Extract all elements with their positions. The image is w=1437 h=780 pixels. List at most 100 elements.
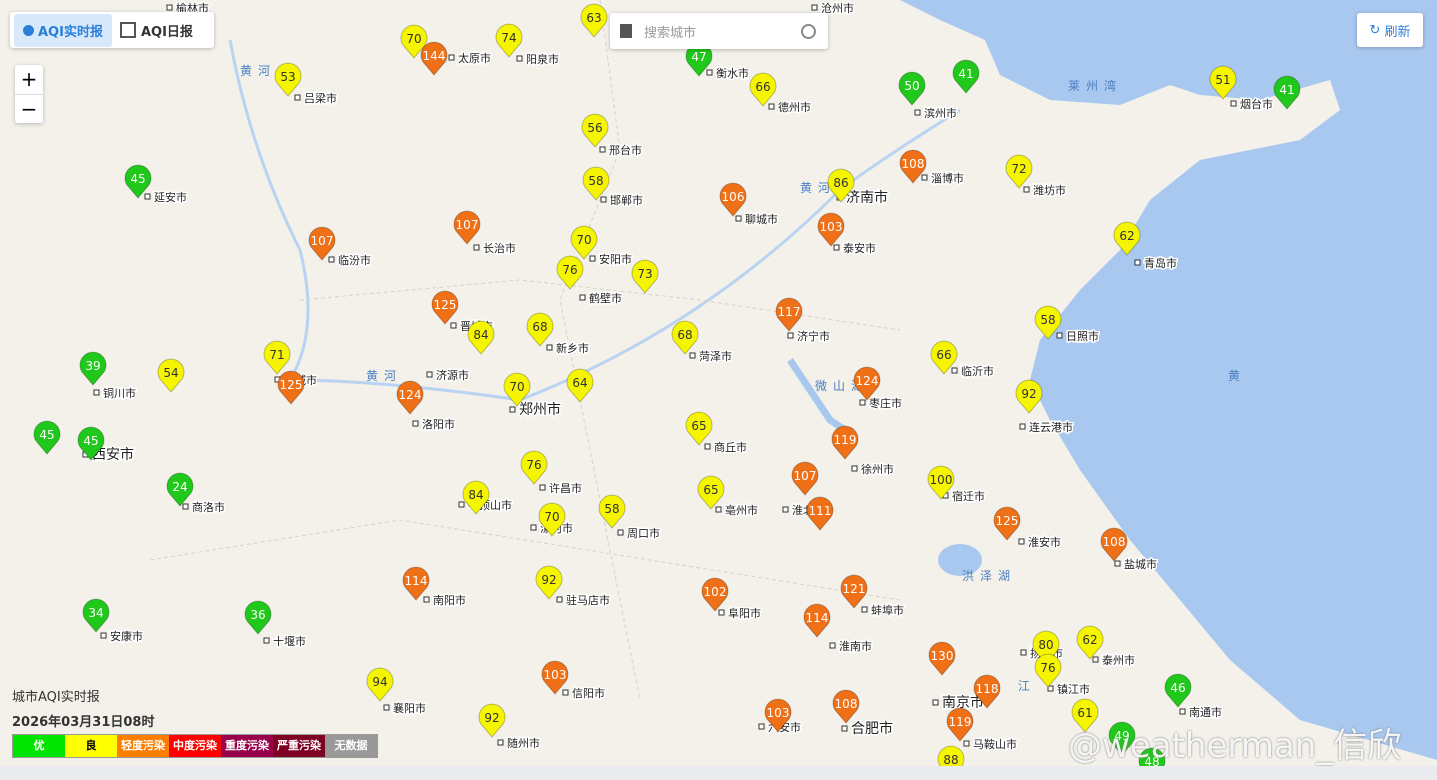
aqi-marker[interactable]: 58	[598, 494, 626, 529]
aqi-marker[interactable]: 48	[1138, 747, 1166, 766]
aqi-marker[interactable]: 49	[1108, 721, 1136, 756]
aqi-marker[interactable]: 102	[701, 577, 729, 612]
aqi-marker[interactable]: 47	[685, 42, 713, 77]
aqi-marker[interactable]: 45	[33, 420, 61, 455]
aqi-marker[interactable]: 94	[366, 667, 394, 702]
aqi-marker[interactable]: 58	[582, 166, 610, 201]
search-box[interactable]: 搜索城市	[610, 13, 828, 49]
aqi-marker[interactable]: 71	[263, 340, 291, 375]
zoom-out[interactable]: −	[20, 97, 38, 121]
aqi-marker[interactable]: 114	[803, 603, 831, 638]
aqi-marker[interactable]: 70	[538, 502, 566, 537]
aqi-marker[interactable]: 68	[671, 320, 699, 355]
aqi-marker[interactable]: 50	[898, 71, 926, 106]
marker-pin	[1138, 747, 1166, 766]
marker-value: 84	[468, 488, 483, 502]
aqi-marker[interactable]: 70	[570, 225, 598, 260]
aqi-marker[interactable]: 118	[973, 674, 1001, 709]
aqi-marker[interactable]: 66	[930, 340, 958, 375]
aqi-marker[interactable]: 74	[495, 23, 523, 58]
aqi-marker[interactable]: 125	[431, 290, 459, 325]
aqi-marker[interactable]: 70	[503, 372, 531, 407]
aqi-marker[interactable]: 117	[775, 297, 803, 332]
marker-value: 62	[1119, 229, 1134, 243]
marker-value: 94	[372, 675, 387, 689]
aqi-marker[interactable]: 34	[82, 598, 110, 633]
aqi-marker[interactable]: 54	[157, 358, 185, 393]
aqi-marker[interactable]: 106	[719, 182, 747, 217]
aqi-marker[interactable]: 103	[817, 212, 845, 247]
aqi-marker[interactable]: 56	[581, 113, 609, 148]
aqi-marker[interactable]: 76	[520, 450, 548, 485]
aqi-marker[interactable]: 53	[274, 62, 302, 97]
aqi-marker[interactable]: 64	[566, 368, 594, 403]
aqi-marker[interactable]: 88	[937, 745, 965, 766]
aqi-marker[interactable]: 124	[396, 380, 424, 415]
aqi-marker[interactable]: 114	[402, 566, 430, 601]
refresh-button[interactable]: ↻ 刷新	[1357, 13, 1423, 47]
aqi-marker[interactable]: 58	[1034, 305, 1062, 340]
aqi-marker[interactable]: 103	[541, 660, 569, 695]
aqi-marker[interactable]: 92	[478, 703, 506, 738]
aqi-marker[interactable]: 130	[928, 641, 956, 676]
aqi-marker[interactable]: 92	[535, 565, 563, 600]
city-label: 菏泽市	[699, 349, 732, 363]
aqi-marker[interactable]: 107	[791, 461, 819, 496]
aqi-marker[interactable]: 76	[1034, 653, 1062, 688]
aqi-marker[interactable]: 62	[1076, 625, 1104, 660]
aqi-marker[interactable]: 68	[526, 312, 554, 347]
city-label: 泰州市	[1102, 653, 1135, 667]
marker-pin	[538, 502, 566, 537]
aqi-marker[interactable]: 107	[453, 210, 481, 245]
aqi-marker[interactable]: 92	[1015, 379, 1043, 414]
aqi-marker[interactable]: 41	[1273, 75, 1301, 110]
tab-daily[interactable]: AQI日报	[119, 21, 193, 40]
aqi-marker[interactable]: 72	[1005, 154, 1033, 189]
city-dot	[704, 443, 711, 450]
aqi-marker[interactable]: 63	[580, 3, 608, 38]
aqi-marker[interactable]: 66	[749, 72, 777, 107]
aqi-marker[interactable]: 125	[277, 370, 305, 405]
aqi-marker[interactable]: 121	[840, 574, 868, 609]
aqi-marker[interactable]: 61	[1071, 698, 1099, 733]
aqi-marker[interactable]: 45	[77, 426, 105, 461]
aqi-marker[interactable]: 125	[993, 506, 1021, 541]
aqi-marker[interactable]: 65	[685, 411, 713, 446]
aqi-marker[interactable]: 46	[1164, 673, 1192, 708]
aqi-marker[interactable]: 65	[697, 475, 725, 510]
aqi-marker[interactable]: 39	[79, 351, 107, 386]
aqi-marker[interactable]: 41	[952, 59, 980, 94]
aqi-marker[interactable]: 70	[400, 24, 428, 59]
aqi-marker[interactable]: 86	[827, 168, 855, 203]
aqi-marker[interactable]: 51	[1209, 65, 1237, 100]
zoom-in[interactable]: +	[15, 65, 43, 95]
aqi-marker[interactable]: 76	[556, 255, 584, 290]
aqi-marker[interactable]: 62	[1113, 221, 1141, 256]
aqi-marker[interactable]: 119	[946, 707, 974, 742]
marker-value: 108	[835, 697, 858, 711]
city-dot	[617, 529, 624, 536]
aqi-marker[interactable]: 124	[853, 366, 881, 401]
aqi-marker[interactable]: 36	[244, 600, 272, 635]
aqi-marker[interactable]: 107	[308, 226, 336, 261]
building-icon	[620, 24, 632, 38]
aqi-marker[interactable]: 111	[806, 496, 834, 531]
place-label: 洪泽湖	[962, 568, 1016, 583]
aqi-marker[interactable]: 108	[899, 149, 927, 184]
marker-pin	[1113, 221, 1141, 256]
aqi-marker[interactable]: 84	[462, 480, 490, 515]
city-dot	[833, 244, 840, 251]
tab-realtime[interactable]: AQI实时报	[14, 13, 112, 47]
aqi-marker[interactable]: 45	[124, 164, 152, 199]
aqi-marker[interactable]: 24	[166, 472, 194, 507]
aqi-marker[interactable]: 84	[467, 320, 495, 355]
aqi-marker[interactable]: 108	[1100, 527, 1128, 562]
aqi-marker[interactable]: 108	[832, 689, 860, 724]
aqi-marker[interactable]: 144	[420, 41, 448, 76]
aqi-marker[interactable]: 73	[631, 259, 659, 294]
aqi-marker[interactable]: 100	[927, 465, 955, 500]
aqi-marker[interactable]: 119	[831, 425, 859, 460]
search-placeholder: 搜索城市	[644, 25, 697, 41]
aqi-marker[interactable]: 103	[764, 698, 792, 733]
